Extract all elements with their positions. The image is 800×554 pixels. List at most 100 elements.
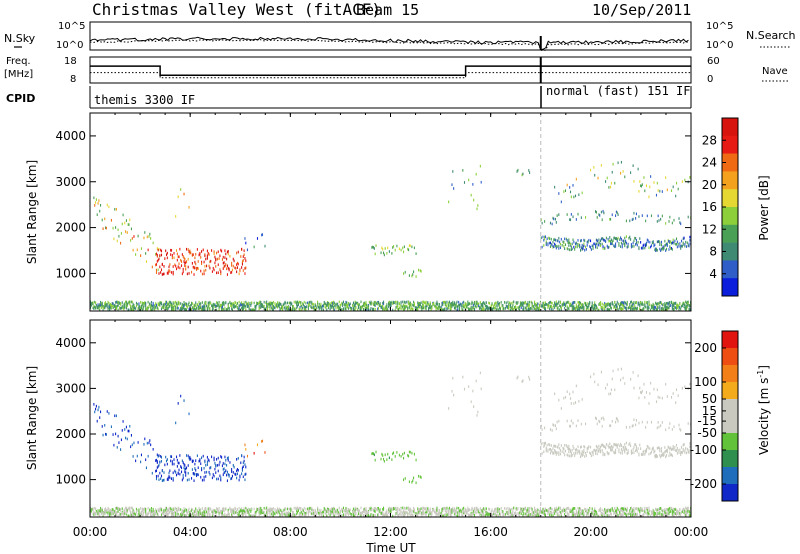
echo-cell xyxy=(589,508,591,511)
echo-cell xyxy=(107,513,109,517)
echo-cell xyxy=(665,305,667,309)
echo-cell xyxy=(206,304,208,308)
echo-cell xyxy=(184,509,186,512)
echo-cell xyxy=(385,304,387,308)
echo-cell xyxy=(602,237,604,241)
echo-cell xyxy=(415,514,417,517)
echo-cell xyxy=(530,300,532,304)
echo-cell xyxy=(449,304,451,308)
echo-cell xyxy=(647,514,649,518)
echo-cell xyxy=(485,507,487,511)
echo-cell xyxy=(620,507,622,510)
echo-cell xyxy=(534,508,536,512)
echo-cell xyxy=(145,466,148,470)
echo-cell xyxy=(671,248,673,251)
echo-cell xyxy=(167,513,169,516)
echo-cell xyxy=(616,211,618,215)
echo-cell xyxy=(220,476,222,480)
echo-cell xyxy=(165,300,167,304)
echo-cell xyxy=(153,513,155,517)
echo-cell xyxy=(589,302,591,305)
echo-cell xyxy=(687,302,689,306)
echo-cell xyxy=(236,270,238,274)
echo-cell xyxy=(549,513,551,517)
echo-cell xyxy=(218,463,220,467)
echo-cell xyxy=(223,301,225,305)
echo-cell xyxy=(185,513,187,517)
echo-cell xyxy=(529,513,531,517)
echo-cell xyxy=(684,244,686,248)
echo-cell xyxy=(669,241,671,245)
echo-cell xyxy=(616,307,618,310)
echo-cell xyxy=(271,508,273,511)
echo-cell xyxy=(580,509,582,513)
echo-cell xyxy=(96,305,98,309)
echo-cell xyxy=(588,508,590,512)
echo-cell xyxy=(534,302,536,306)
echo-cell xyxy=(409,303,411,307)
echo-cell xyxy=(273,306,275,309)
echo-cell xyxy=(196,266,198,270)
echo-cell xyxy=(107,300,109,304)
echo-cell xyxy=(439,512,441,516)
echo-cell xyxy=(655,247,657,251)
echo-cell xyxy=(241,306,244,310)
echo-cell xyxy=(438,307,440,311)
echo-cell xyxy=(226,513,228,517)
echo-cell xyxy=(618,241,620,245)
echo-cell xyxy=(236,304,238,307)
echo-cell xyxy=(214,305,216,309)
echo-cell xyxy=(587,305,589,309)
echo-cell xyxy=(539,308,541,311)
echo-cell xyxy=(287,307,289,311)
echo-cell xyxy=(604,307,606,311)
echo-cell xyxy=(286,511,288,515)
echo-cell xyxy=(280,509,282,512)
echo-cell xyxy=(126,304,128,308)
echo-cell xyxy=(373,507,375,510)
echo-cell xyxy=(175,511,177,515)
echo-cell xyxy=(371,246,373,249)
echo-cell xyxy=(181,459,183,463)
echo-cell xyxy=(462,510,464,514)
echo-cell xyxy=(616,300,618,304)
echo-cell xyxy=(397,513,399,517)
echo-cell xyxy=(442,507,444,511)
echo-cell xyxy=(404,270,406,274)
echo-cell xyxy=(514,306,516,310)
echo-cell xyxy=(688,514,690,517)
echo-cell xyxy=(526,304,528,307)
echo-cell xyxy=(341,301,343,305)
echo-cell xyxy=(106,203,108,207)
echo-cell xyxy=(310,305,312,309)
echo-cell xyxy=(236,302,238,305)
echo-cell xyxy=(434,305,436,308)
echo-cell xyxy=(513,300,515,304)
echo-cell xyxy=(600,244,602,247)
echo-cell xyxy=(388,300,390,304)
echo-cell xyxy=(297,510,299,514)
echo-cell xyxy=(621,243,623,246)
echo-cell xyxy=(422,306,424,310)
echo-cell xyxy=(360,506,362,510)
echo-cell xyxy=(444,301,446,305)
echo-cell xyxy=(216,464,218,467)
echo-cell xyxy=(601,308,603,312)
echo-cell xyxy=(595,242,597,246)
echo-cell xyxy=(375,507,377,511)
echo-cell xyxy=(579,239,582,243)
echo-cell xyxy=(423,301,425,304)
echo-cell xyxy=(428,509,430,512)
echo-cell xyxy=(537,512,539,516)
echo-cell xyxy=(211,476,213,480)
echo-cell xyxy=(572,511,574,514)
echo-cell xyxy=(635,301,637,305)
echo-cell xyxy=(448,304,450,307)
echo-cell xyxy=(404,510,406,514)
echo-cell xyxy=(609,308,611,311)
echo-cell xyxy=(383,308,385,312)
echo-cell xyxy=(630,512,632,516)
echo-cell xyxy=(442,509,444,512)
echo-cell xyxy=(413,300,415,304)
echo-cell xyxy=(297,506,299,510)
